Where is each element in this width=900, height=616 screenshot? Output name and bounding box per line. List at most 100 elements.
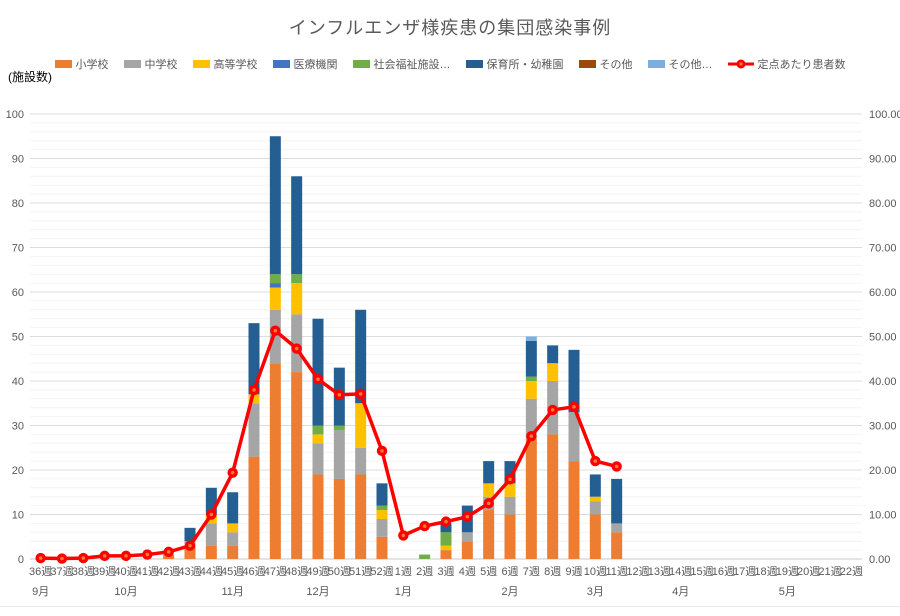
x-axis-week-label: 47週 xyxy=(264,565,287,578)
trend-point-center xyxy=(273,328,278,333)
legend-label: 保育所・幼稚園 xyxy=(486,59,564,71)
bar-segment xyxy=(184,527,196,542)
bar-segment xyxy=(376,518,388,537)
bar-segment xyxy=(547,434,559,559)
bar-segment xyxy=(525,381,537,399)
y-axis-tick-right: 90.00 xyxy=(869,154,897,166)
x-axis-week-label: 52週 xyxy=(370,565,393,578)
x-axis-week-label: 14週 xyxy=(669,565,692,578)
x-axis-week-label: 1週 xyxy=(395,565,412,578)
trend-point-center xyxy=(444,519,448,524)
x-axis-month-label: 10月 xyxy=(114,586,137,598)
bar-segment xyxy=(312,318,324,426)
y-axis-tick-right: 50.00 xyxy=(869,332,897,344)
bar-segment xyxy=(440,532,452,546)
x-axis-week-label: 7週 xyxy=(523,565,540,578)
y-axis-tick-left: 80 xyxy=(12,198,24,210)
x-axis-week-label: 44週 xyxy=(200,565,223,578)
trend-point-center xyxy=(380,449,384,453)
y-axis-tick-left: 100 xyxy=(6,109,24,121)
bar-segment xyxy=(461,541,473,559)
x-axis-week-label: 19週 xyxy=(776,565,799,578)
bar-segment xyxy=(568,461,580,559)
x-axis-month-label: 12月 xyxy=(306,586,329,598)
bar-segment xyxy=(269,309,281,364)
y-axis-tick-right: 30.00 xyxy=(869,421,897,433)
trend-point-center xyxy=(188,543,192,548)
y-axis-tick-right: 40.00 xyxy=(869,376,897,388)
legend-label: その他 xyxy=(599,59,633,71)
bar-segment xyxy=(333,429,345,479)
bar-segment xyxy=(248,394,260,404)
legend-color-swatch xyxy=(578,60,596,68)
bar-segment xyxy=(355,447,367,475)
trend-point-center xyxy=(230,470,235,475)
trend-point-center xyxy=(465,514,470,519)
x-axis-week-label: 36週 xyxy=(29,565,52,578)
bar-segment xyxy=(504,514,516,559)
y-axis-tick-right: 0.00 xyxy=(869,554,890,566)
y-axis-tick-right: 70.00 xyxy=(869,243,897,255)
x-axis-week-label: 42週 xyxy=(157,565,180,578)
bar-segment xyxy=(504,483,516,497)
y-axis-tick-left: 20 xyxy=(12,465,24,477)
bar-segment xyxy=(589,514,601,559)
legend-label: 高等学校 xyxy=(213,59,258,71)
legend-item: 小学校 xyxy=(54,56,109,72)
trend-point-center xyxy=(145,552,150,557)
x-axis-week-label: 48週 xyxy=(285,565,308,578)
trend-point-center xyxy=(316,377,320,382)
x-axis-week-label: 13週 xyxy=(648,565,671,578)
trend-point-center xyxy=(209,512,214,517)
bar-segment xyxy=(611,523,623,533)
trend-point-center xyxy=(294,346,299,351)
legend-item: 定点あたり患者数 xyxy=(727,56,846,72)
bar-segment xyxy=(205,487,217,515)
bar-segment xyxy=(611,478,623,524)
legend-color-swatch xyxy=(192,60,210,68)
legend-label: 医療機関 xyxy=(293,59,338,71)
trend-point-center xyxy=(166,550,171,554)
bar-segment xyxy=(227,532,239,546)
legend-label: 中学校 xyxy=(144,59,178,71)
bar-segment xyxy=(547,345,559,364)
x-axis-week-label: 17週 xyxy=(733,565,756,578)
bar-segment xyxy=(248,323,260,395)
bar-segment xyxy=(589,474,601,497)
bar-segment xyxy=(504,496,516,515)
bar-segment xyxy=(291,283,303,315)
bar-segment xyxy=(525,438,537,559)
legend-item: 医療機関 xyxy=(272,56,338,72)
x-axis-week-label: 46週 xyxy=(242,565,265,578)
x-axis-month-label: 2月 xyxy=(501,586,518,598)
trend-point-center xyxy=(81,556,86,560)
bar-segment xyxy=(269,274,281,284)
bar-segment xyxy=(355,403,367,448)
bar-segment xyxy=(440,550,452,559)
bar-segment xyxy=(376,536,388,559)
y-axis-tick-left: 90 xyxy=(12,154,24,166)
x-axis-week-label: 51週 xyxy=(349,565,372,578)
bar-segment xyxy=(589,496,601,502)
y-axis-tick-right: 10.00 xyxy=(869,510,897,522)
legend-item: その他… xyxy=(647,56,713,72)
x-axis-week-label: 8週 xyxy=(544,565,561,578)
legend-item: 中学校 xyxy=(123,56,178,72)
x-axis-week-label: 4週 xyxy=(459,565,476,578)
bar-segment xyxy=(248,403,260,457)
trend-point-center xyxy=(102,554,107,558)
y-axis-tick-left: 10 xyxy=(12,510,24,522)
chart-title: インフルエンザ様疾患の集団感染事例 xyxy=(288,18,612,38)
y-axis-tick-left: 60 xyxy=(12,287,24,299)
trend-point-center xyxy=(358,392,363,396)
bar-segment xyxy=(333,478,345,559)
trend-point-center xyxy=(124,554,128,558)
trend-point-center xyxy=(401,533,406,538)
x-axis-week-label: 20週 xyxy=(797,565,820,578)
x-axis-month-label: 3月 xyxy=(587,586,604,598)
x-axis-week-label: 3週 xyxy=(437,565,454,578)
bar-segment xyxy=(248,456,260,559)
bar-segment xyxy=(376,505,388,511)
bar-segment xyxy=(184,545,196,559)
chart-legend: 小学校 中学校 高等学校 医療機関 社会福祉施設… 保育所・幼稚園 その他 その他… 定点あたり… xyxy=(0,56,900,72)
